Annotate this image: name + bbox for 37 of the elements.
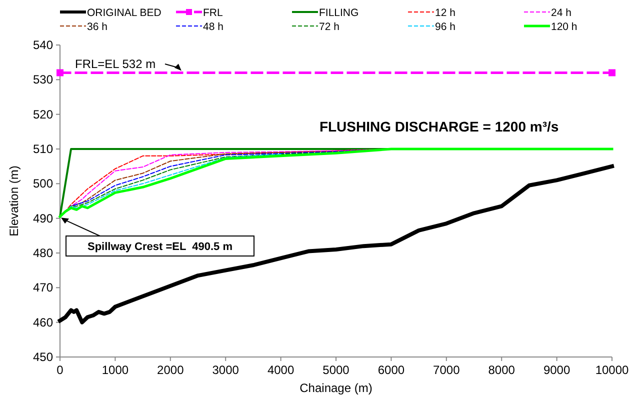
y-tick-label: 500 xyxy=(32,176,54,191)
x-tick-label: 6000 xyxy=(378,363,405,377)
x-tick-label: 9000 xyxy=(543,363,570,377)
y-tick-label: 470 xyxy=(32,280,54,295)
legend-label: 120 h xyxy=(551,21,578,33)
y-tick-label: 510 xyxy=(32,142,54,156)
annotation: FRL=EL 532 m xyxy=(75,57,156,71)
y-tick-label: 490 xyxy=(32,211,54,226)
x-tick-label: 8000 xyxy=(488,363,516,377)
x-tick-label: 1000 xyxy=(102,363,129,377)
annotation: FLUSHING DISCHARGE = 1200 m³/s xyxy=(319,118,559,135)
legend-label: 48 h xyxy=(203,21,224,33)
y-tick-label: 530 xyxy=(32,72,54,87)
x-tick-label: 2000 xyxy=(157,363,184,377)
legend-label: FILLING xyxy=(319,7,359,19)
x-tick-label: 3000 xyxy=(212,363,240,377)
legend-label: FRL xyxy=(203,7,223,19)
annotation: Spillway Crest =EL 490.5 m xyxy=(87,241,233,253)
y-tick-label: 450 xyxy=(32,350,54,364)
legend-label: ORIGINAL BED xyxy=(87,7,162,19)
legend-label: 24 h xyxy=(551,7,572,19)
y-axis-title: Elevation (m) xyxy=(7,166,21,236)
line-series xyxy=(58,164,614,324)
x-tick-label: 5000 xyxy=(322,363,350,377)
x-tick-label: 10000 xyxy=(595,363,630,377)
legend-label: 72 h xyxy=(319,21,340,33)
y-tick-label: 520 xyxy=(32,107,54,122)
legend-label: 12 h xyxy=(435,7,456,19)
x-axis-title: Chainage (m) xyxy=(300,381,372,395)
legend-label: 96 h xyxy=(435,21,456,33)
y-tick-label: 540 xyxy=(32,38,54,52)
x-tick-label: 4000 xyxy=(267,363,294,377)
legend-label: 36 h xyxy=(87,21,108,33)
x-tick-label: 0 xyxy=(56,363,64,377)
y-tick-label: 460 xyxy=(32,315,54,330)
x-tick-label: 7000 xyxy=(433,363,460,377)
y-tick-label: 480 xyxy=(32,246,54,260)
